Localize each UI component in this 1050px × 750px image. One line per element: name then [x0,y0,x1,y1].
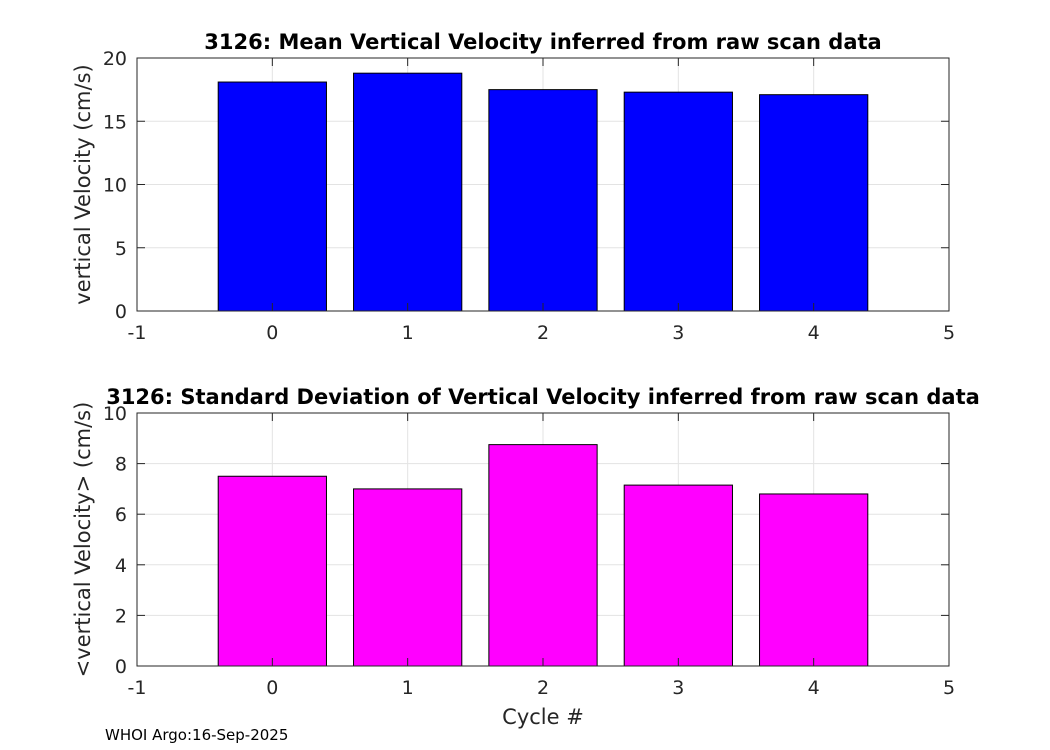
chart1-x-tick-label: 1 [402,322,414,344]
chart1-bar-2 [488,89,598,312]
chart1-bar-1 [353,72,463,312]
chart2-bar-1 [353,488,463,667]
footer-stamp: WHOI Argo:16-Sep-2025 [105,726,289,744]
chart2-y-tick-label: 4 [115,555,127,577]
chart2-x-tick-label: 0 [266,677,278,699]
chart2-bar-3 [623,484,733,667]
chart1-bar-3 [623,91,733,312]
chart1-ylabel: vertical Velocity (cm/s) [71,64,95,304]
chart1-y-tick-label: 0 [115,301,127,323]
chart2-xlabel: Cycle # [502,705,584,729]
chart2-bar-0 [217,475,327,667]
chart2-y-tick-label: 0 [115,656,127,678]
chart1-y-tick-label: 5 [115,238,127,260]
chart1-x-tick-label: 0 [266,322,278,344]
chart1-title: 3126: Mean Vertical Velocity inferred fr… [204,30,881,54]
chart1-x-tick-label: -1 [128,322,147,344]
chart2-x-tick-label: 2 [537,677,549,699]
chart2-bar-2 [488,444,598,667]
chart1-x-tick-label: 5 [943,322,955,344]
chart2-x-tick-label: 5 [943,677,955,699]
chart1-x-tick-label: 2 [537,322,549,344]
chart1-y-tick-label: 15 [103,111,127,133]
chart2-x-tick-label: 1 [402,677,414,699]
chart1-y-tick-label: 20 [103,48,127,70]
chart2-x-tick-label: 4 [808,677,820,699]
chart1-x-tick-label: 3 [672,322,684,344]
chart2-x-tick-label: 3 [672,677,684,699]
chart2-y-tick-label: 10 [103,403,127,425]
chart2-bar-4 [759,493,869,667]
chart1-x-tick-label: 4 [808,322,820,344]
chart2-y-tick-label: 2 [115,605,127,627]
chart1-y-tick-label: 10 [103,175,127,197]
chart2-ylabel: <vertical Velocity> (cm/s) [71,402,95,678]
chart1-bar-0 [217,81,327,312]
chart2-y-tick-label: 8 [115,454,127,476]
chart2-y-tick-label: 6 [115,504,127,526]
chart1-bar-4 [759,94,869,312]
chart2-x-tick-label: -1 [128,677,147,699]
chart2-title: 3126: Standard Deviation of Vertical Vel… [106,385,980,409]
